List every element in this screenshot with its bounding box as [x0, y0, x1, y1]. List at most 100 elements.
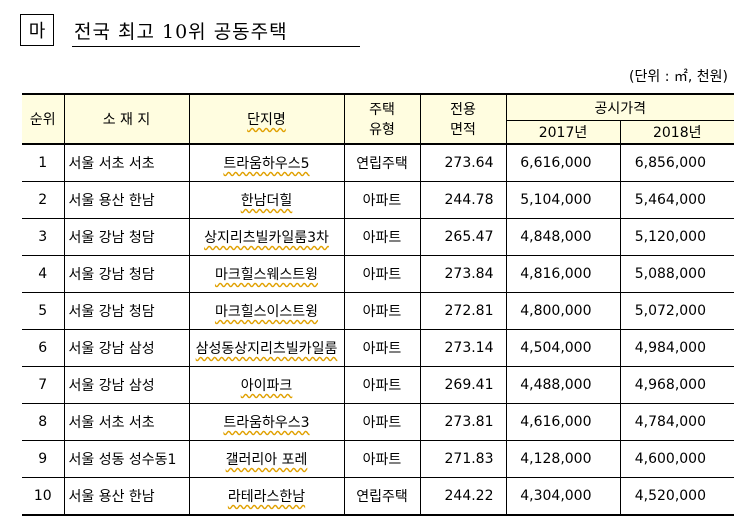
complex-name-text: 상지리츠빌카일룸3차 [204, 230, 329, 246]
price-2018-cell: 4,968,000 [619, 366, 734, 404]
section-marker: 마 [20, 14, 54, 46]
price-2017-cell: 4,616,000 [505, 403, 621, 441]
housing-type-cell: 아파트 [343, 440, 421, 478]
location-cell: 서울 성동 성수동1 [63, 440, 190, 478]
table-row: 4 서울 강남 청담 마크힐스웨스트윙 아파트 273.84 4,816,000 5,088… [22, 255, 734, 293]
housing-type-cell: 연립주택 [343, 143, 421, 182]
price-2017-cell: 4,504,000 [505, 329, 621, 367]
complex-name-text: 한남더힐 [240, 193, 293, 209]
complex-name-text: 트라움하우스3 [223, 415, 310, 431]
price-2017-cell: 4,816,000 [505, 255, 621, 293]
rank-cell: 1 [22, 143, 65, 182]
header-type-line1: 주택 [369, 102, 395, 118]
location-text: 서울 성동 성수동1 [68, 452, 177, 468]
header-type-line2: 유형 [369, 122, 395, 138]
price-2018-cell: 5,464,000 [619, 181, 734, 219]
table-row: 5 서울 강남 청담 마크힐스이스트윙 아파트 272.81 4,800,000 5,072… [22, 292, 734, 330]
complex-name-text: 갤러리아 포레 [225, 452, 308, 468]
complex-name-cell: 상지리츠빌카일룸3차 [188, 218, 345, 256]
complex-name-cell: 트라움하우스5 [188, 143, 345, 182]
table-row: 10 서울 용산 한남 라테라스한남 연립주택 244.22 4,304,000 4,520… [22, 477, 734, 516]
header-area-line2: 면적 [450, 122, 476, 138]
price-2017-cell: 4,848,000 [505, 218, 621, 256]
location-cell: 서울 강남 청담 [63, 218, 190, 256]
location-cell: 서울 강남 삼성 [63, 366, 190, 404]
header-type: 주택 유형 [343, 93, 421, 145]
area-cell: 265.47 [419, 218, 507, 256]
price-2017-cell: 4,488,000 [505, 366, 621, 404]
location-text: 서울 용산 한남 [68, 193, 155, 209]
price-2017-cell: 4,800,000 [505, 292, 621, 330]
location-text: 서울 강남 청담 [68, 304, 155, 320]
rank-cell: 4 [22, 255, 65, 293]
rank-cell: 2 [22, 181, 65, 219]
complex-name-cell: 라테라스한남 [188, 477, 345, 516]
complex-name-text: 마크힐스웨스트윙 [214, 267, 319, 283]
complex-name-cell: 마크힐스웨스트윙 [188, 255, 345, 293]
price-2018-cell: 4,984,000 [619, 329, 734, 367]
housing-type-cell: 아파트 [343, 181, 421, 219]
header-area-line1: 전용 [450, 102, 476, 118]
complex-name-cell: 아이파크 [188, 366, 345, 404]
housing-type-cell: 연립주택 [343, 477, 421, 516]
location-text: 서울 강남 청담 [68, 267, 155, 283]
rank-cell: 7 [22, 366, 65, 404]
housing-type-cell: 아파트 [343, 255, 421, 293]
table-body: 1 서울 서초 서초 트라움하우스5 연립주택 273.64 6,616,000 6,856… [22, 143, 734, 516]
location-cell: 서울 서초 서초 [63, 403, 190, 441]
location-text: 서울 서초 서초 [68, 415, 155, 431]
table-row: 6 서울 강남 삼성 삼성동상지리츠빌카일룸 아파트 273.14 4,504,000 4,… [22, 329, 734, 367]
table-row: 3 서울 강남 청담 상지리츠빌카일룸3차 아파트 265.47 4,848,000 5,1… [22, 218, 734, 256]
area-cell: 244.78 [419, 181, 507, 219]
price-2018-cell: 5,072,000 [619, 292, 734, 330]
header-year-2017: 2017년 [506, 120, 621, 145]
area-cell: 271.83 [419, 440, 507, 478]
location-text: 서울 용산 한남 [68, 489, 155, 505]
location-cell: 서울 용산 한남 [63, 181, 190, 219]
price-2018-cell: 4,600,000 [619, 440, 734, 478]
location-cell: 서울 강남 청담 [63, 292, 190, 330]
price-2018-cell: 5,088,000 [619, 255, 734, 293]
table-row: 8 서울 서초 서초 트라움하우스3 아파트 273.81 4,616,000 4,784,… [22, 403, 734, 441]
complex-name-text: 라테라스한남 [227, 489, 306, 505]
housing-type-cell: 아파트 [343, 366, 421, 404]
complex-name-cell: 트라움하우스3 [188, 403, 345, 441]
header-rank: 순위 [22, 93, 65, 145]
complex-name-cell: 갤러리아 포레 [188, 440, 345, 478]
area-cell: 273.81 [419, 403, 507, 441]
area-cell: 269.41 [419, 366, 507, 404]
location-cell: 서울 서초 서초 [63, 143, 190, 182]
location-cell: 서울 강남 청담 [63, 255, 190, 293]
rank-cell: 8 [22, 403, 65, 441]
housing-type-cell: 아파트 [343, 218, 421, 256]
housing-type-cell: 아파트 [343, 403, 421, 441]
complex-name-cell: 한남더힐 [188, 181, 345, 219]
complex-name-cell: 삼성동상지리츠빌카일룸 [188, 329, 345, 367]
location-cell: 서울 강남 삼성 [63, 329, 190, 367]
header-location: 소 재 지 [63, 93, 190, 145]
price-2018-cell: 6,856,000 [619, 143, 734, 182]
price-2017-cell: 6,616,000 [505, 143, 621, 182]
location-text: 서울 강남 청담 [68, 230, 155, 246]
complex-name-text: 마크힐스이스트윙 [214, 304, 319, 320]
unit-note: (단위 : ㎡, 천원) [629, 69, 728, 85]
table-row: 7 서울 강남 삼성 아이파크 아파트 269.41 4,488,000 4,968,000 [22, 366, 734, 404]
header-area: 전용 면적 [419, 93, 507, 145]
top10-housing-table: 순위 소 재 지 단지명 주택 유형 전용 면적 공시가격 2017년 2018… [22, 93, 734, 516]
title-underline [72, 46, 360, 47]
table-row: 1 서울 서초 서초 트라움하우스5 연립주택 273.64 6,616,000 6,856… [22, 143, 734, 182]
complex-name-text: 아이파크 [240, 378, 293, 394]
complex-name-text: 삼성동상지리츠빌카일룸 [195, 341, 338, 357]
area-cell: 273.14 [419, 329, 507, 367]
area-cell: 273.64 [419, 143, 507, 182]
header-complex-label: 단지명 [247, 112, 286, 128]
location-cell: 서울 용산 한남 [63, 477, 190, 516]
price-2018-cell: 5,120,000 [619, 218, 734, 256]
location-text: 서울 강남 삼성 [68, 378, 155, 394]
rank-cell: 9 [22, 440, 65, 478]
area-cell: 273.84 [419, 255, 507, 293]
housing-type-cell: 아파트 [343, 292, 421, 330]
location-text: 서울 강남 삼성 [68, 341, 155, 357]
section-title: 전국 최고 10위 공동주택 [74, 21, 288, 43]
rank-cell: 5 [22, 292, 65, 330]
